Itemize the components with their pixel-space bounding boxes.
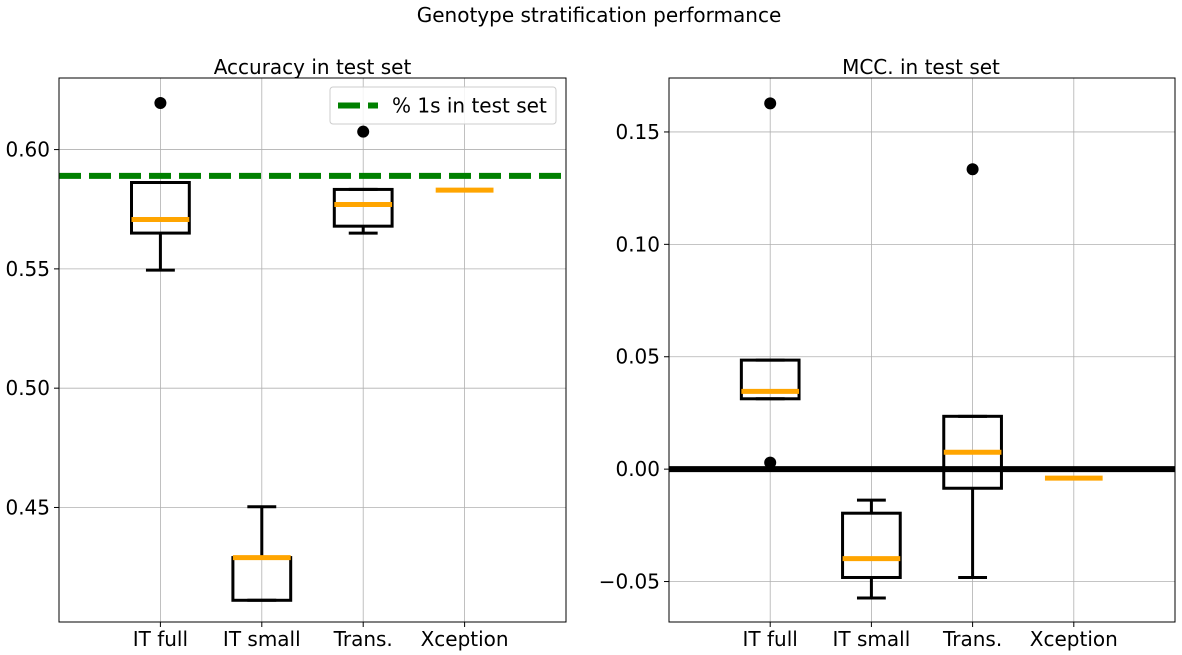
mcc-boxes	[739, 97, 1103, 600]
legend-label: % 1s in test set	[392, 94, 547, 118]
outlier-point	[764, 97, 777, 110]
mcc-x-tick-label: IT small	[833, 627, 911, 651]
legend-frame	[329, 86, 557, 125]
accuracy-axes-frame	[58, 77, 567, 623]
accuracy-x-tick-label: IT small	[223, 627, 301, 651]
accuracy-y-tick-label: 0.55	[5, 257, 50, 281]
legend: % 1s in test set	[329, 86, 557, 125]
accuracy-box-1	[231, 505, 293, 602]
mcc-axes-frame	[668, 77, 1176, 623]
accuracy-box-2	[332, 125, 394, 235]
accuracy-title: Accuracy in test set	[214, 55, 412, 79]
outlier-point	[966, 163, 979, 176]
mcc-grid	[669, 78, 1175, 622]
accuracy-y-tick-label: 0.60	[5, 138, 50, 162]
accuracy-grid	[59, 78, 566, 622]
mcc-y-tick-label: 0.10	[615, 232, 660, 256]
accuracy-panel: Accuracy in test set 0.45 0.50 0.55 0.60 IT…	[5, 55, 567, 651]
accuracy-x-tick-label: Xception	[421, 627, 509, 651]
mcc-y-tick-label: 0.00	[615, 457, 660, 481]
mcc-y-tick-label: −0.05	[599, 570, 660, 594]
accuracy-x-tick-label: IT full	[133, 627, 188, 651]
mcc-box-2	[942, 163, 1003, 579]
outlier-point	[154, 97, 167, 110]
mcc-y-tick-label: 0.05	[615, 345, 660, 369]
mcc-x-tick-label: Xception	[1030, 627, 1118, 651]
mcc-x-tick-label: IT full	[743, 627, 798, 651]
mcc-box-0	[739, 97, 801, 469]
mcc-y-tick-label: 0.15	[615, 120, 660, 144]
mcc-x-ticks: IT full IT small Trans. Xception	[743, 622, 1118, 651]
mcc-panel: MCC. in test set −0.05 0.00 0.05 0.10 0.15 I…	[599, 55, 1176, 651]
figure-title: Genotype stratification performance	[417, 3, 782, 27]
accuracy-y-ticks: 0.45 0.50 0.55 0.60	[5, 138, 59, 519]
mcc-y-ticks: −0.05 0.00 0.05 0.10 0.15	[599, 120, 669, 594]
accuracy-boxes	[130, 97, 494, 602]
outlier-point	[357, 125, 370, 138]
mcc-title: MCC. in test set	[842, 55, 1000, 79]
accuracy-box-0	[130, 97, 191, 272]
accuracy-x-ticks: IT full IT small Trans. Xception	[133, 622, 509, 651]
outlier-point	[764, 456, 777, 469]
mcc-box-1	[841, 498, 902, 600]
mcc-x-tick-label: Trans.	[942, 627, 1002, 651]
accuracy-x-tick-label: Trans.	[333, 627, 393, 651]
accuracy-y-tick-label: 0.50	[5, 376, 50, 400]
accuracy-y-tick-label: 0.45	[5, 495, 50, 519]
